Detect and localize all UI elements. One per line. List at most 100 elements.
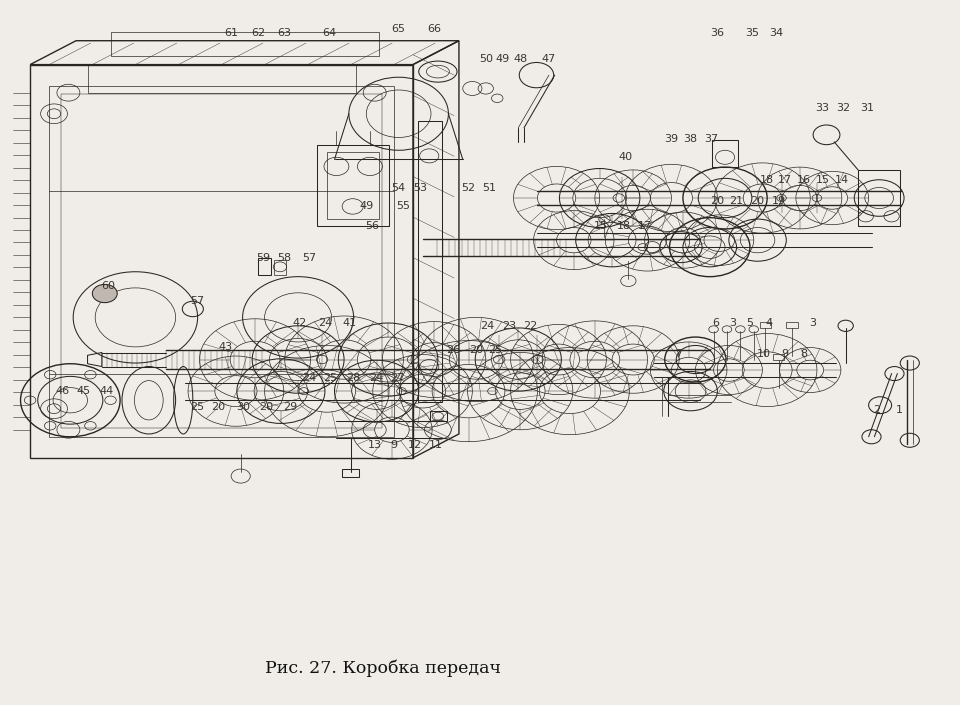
Text: 61: 61 [224, 28, 238, 38]
Text: 50: 50 [479, 54, 492, 64]
Text: 25: 25 [489, 345, 502, 355]
Text: 22: 22 [522, 321, 537, 331]
Text: 34: 34 [770, 28, 783, 38]
Text: 24: 24 [481, 321, 494, 331]
Text: 55: 55 [396, 202, 411, 212]
Text: 63: 63 [276, 28, 291, 38]
Bar [786, 322, 798, 328]
Text: 52: 52 [462, 183, 475, 193]
Bar [773, 354, 784, 360]
Text: 23: 23 [502, 321, 516, 331]
Text: 41: 41 [343, 318, 357, 328]
Bar [430, 412, 447, 422]
Text: 64: 64 [323, 28, 337, 38]
Text: 32: 32 [837, 103, 851, 113]
Text: 8: 8 [800, 349, 807, 359]
Bar [275, 260, 286, 275]
Text: 10: 10 [756, 349, 770, 359]
Bar [317, 145, 389, 226]
Text: 47: 47 [541, 54, 556, 64]
Text: 37: 37 [705, 134, 719, 144]
Text: 18: 18 [616, 221, 631, 231]
Bar [759, 322, 771, 328]
Text: 24: 24 [370, 373, 384, 383]
Text: 17: 17 [637, 221, 652, 231]
Text: 30: 30 [236, 402, 251, 412]
Bar [858, 170, 900, 226]
Text: 51: 51 [483, 183, 496, 193]
Text: 45: 45 [77, 386, 91, 396]
Text: 4: 4 [765, 318, 773, 328]
Text: 38: 38 [684, 134, 698, 144]
Bar [326, 152, 379, 219]
Text: 49: 49 [360, 202, 374, 212]
Text: 59: 59 [256, 253, 271, 264]
Bar [258, 259, 272, 275]
Text: 20: 20 [259, 402, 274, 412]
Text: 12: 12 [408, 440, 422, 450]
Text: 57: 57 [302, 253, 317, 264]
Bar [30, 65, 413, 458]
Text: 21: 21 [730, 196, 744, 206]
Text: 58: 58 [277, 253, 292, 264]
Bar [60, 94, 382, 429]
Text: 9: 9 [391, 440, 397, 450]
Text: 20: 20 [751, 196, 765, 206]
Text: 54: 54 [392, 183, 406, 193]
Text: 9: 9 [780, 349, 788, 359]
Text: 20: 20 [211, 402, 226, 412]
Circle shape [92, 284, 117, 302]
Text: 35: 35 [745, 28, 758, 38]
Text: 29: 29 [283, 402, 298, 412]
Text: 5: 5 [747, 318, 754, 328]
Text: 27: 27 [391, 373, 405, 383]
Text: 43: 43 [218, 342, 232, 352]
Text: 36: 36 [710, 28, 725, 38]
Text: 24: 24 [302, 373, 317, 383]
Text: Рис. 27. Коробка передач: Рис. 27. Коробка передач [265, 659, 500, 677]
Text: 53: 53 [413, 183, 426, 193]
Text: 26: 26 [446, 345, 460, 355]
Text: 17: 17 [778, 175, 791, 185]
Text: 40: 40 [618, 152, 633, 162]
Bar [342, 469, 359, 477]
Text: 15: 15 [816, 175, 829, 185]
Text: 24: 24 [318, 318, 332, 328]
Text: 33: 33 [816, 103, 829, 113]
Text: 65: 65 [392, 25, 406, 35]
Text: 20: 20 [710, 196, 725, 206]
Text: 62: 62 [251, 28, 265, 38]
Text: 19: 19 [772, 196, 785, 206]
Text: 20: 20 [469, 345, 483, 355]
Text: 42: 42 [293, 318, 307, 328]
Text: 46: 46 [56, 386, 70, 396]
Text: 16: 16 [797, 175, 810, 185]
Bar [49, 85, 394, 437]
Bar [110, 32, 378, 56]
Text: 28: 28 [347, 373, 361, 383]
Bar [418, 121, 442, 402]
Text: 25: 25 [190, 402, 204, 412]
Text: 39: 39 [664, 134, 679, 144]
Text: 3: 3 [809, 318, 817, 328]
Text: 11: 11 [429, 440, 443, 450]
Text: 57: 57 [190, 295, 204, 305]
Text: 15: 15 [593, 221, 608, 231]
Text: 6: 6 [712, 318, 719, 328]
Text: 49: 49 [496, 54, 510, 64]
Bar [711, 140, 738, 167]
Text: 48: 48 [513, 54, 527, 64]
Text: 25: 25 [324, 373, 338, 383]
Text: 66: 66 [427, 25, 441, 35]
Text: 44: 44 [100, 386, 114, 396]
Text: 31: 31 [860, 103, 874, 113]
Text: 60: 60 [102, 281, 115, 290]
Text: 1: 1 [896, 405, 902, 415]
Text: 13: 13 [368, 440, 382, 450]
Text: 2: 2 [873, 405, 880, 415]
Text: 3: 3 [730, 318, 736, 328]
Text: 14: 14 [835, 175, 849, 185]
Text: 18: 18 [760, 175, 774, 185]
Bar [87, 65, 355, 92]
Text: 7: 7 [676, 349, 683, 359]
